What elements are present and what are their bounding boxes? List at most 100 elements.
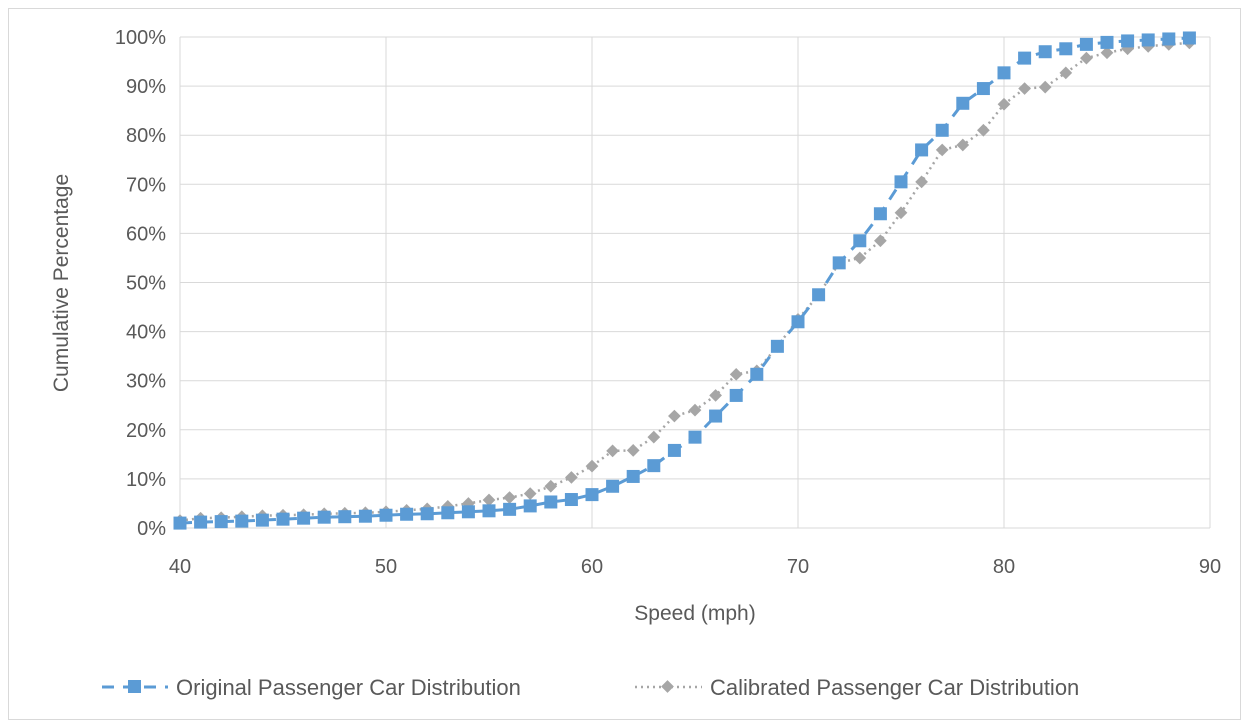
data-point <box>1038 80 1052 94</box>
y-axis-title: Cumulative Percentage <box>50 174 73 392</box>
y-tick-label: 80% <box>126 125 166 147</box>
data-point <box>1141 33 1155 47</box>
x-tick-label: 80 <box>993 556 1015 578</box>
data-point <box>874 234 887 248</box>
series-line <box>179 36 1190 525</box>
chart-frame <box>8 8 1241 720</box>
data-point <box>976 82 990 96</box>
data-point <box>379 508 393 522</box>
data-point <box>1182 31 1196 45</box>
data-point <box>935 123 949 137</box>
legend-item-calibrated: Calibrated Passenger Car Distribution <box>635 675 1079 700</box>
data-point <box>956 96 970 110</box>
data-point <box>503 491 516 504</box>
data-point <box>317 510 331 524</box>
y-tick-label: 60% <box>126 223 166 245</box>
data-point <box>1079 37 1093 51</box>
data-point <box>297 511 311 525</box>
y-tick-label: 30% <box>126 371 166 393</box>
data-point <box>400 507 414 521</box>
data-point <box>194 515 208 529</box>
data-point <box>255 513 269 527</box>
data-point <box>461 505 475 519</box>
data-point <box>688 430 702 444</box>
data-point <box>214 515 228 529</box>
x-axis-title: Speed (mph) <box>634 602 755 625</box>
y-tick-labels: 0% 10% 20% 30% 40% 50% 60% 70% 80% 90% 100% <box>115 27 166 540</box>
data-point <box>523 487 537 500</box>
y-tick-label: 90% <box>126 76 166 98</box>
data-point <box>915 175 928 189</box>
data-point <box>1162 32 1176 46</box>
x-tick-label: 60 <box>581 556 603 578</box>
data-point <box>1018 51 1032 65</box>
data-point <box>709 389 722 402</box>
data-point <box>420 507 434 521</box>
data-point <box>544 479 558 493</box>
x-tick-label: 40 <box>169 556 191 578</box>
grid <box>179 36 1211 529</box>
data-point <box>647 430 661 444</box>
data-point <box>235 514 249 528</box>
data-point <box>626 444 640 457</box>
data-point <box>667 443 681 457</box>
data-point <box>173 516 187 530</box>
data-point <box>709 409 723 423</box>
legend-label-original: Original Passenger Car Distribution <box>176 675 521 700</box>
data-point <box>1121 34 1135 48</box>
data-point <box>1059 42 1073 56</box>
legend-swatch-calibrated-marker <box>661 680 674 693</box>
data-point <box>523 499 537 513</box>
data-point <box>503 502 517 516</box>
data-point <box>1100 35 1114 49</box>
data-point <box>482 504 496 518</box>
data-point <box>873 207 887 221</box>
data-point <box>338 510 352 524</box>
legend-swatch-original-marker <box>128 680 141 693</box>
data-point <box>585 488 599 502</box>
data-point <box>276 512 290 526</box>
x-tick-labels: 40 50 60 70 80 90 <box>169 556 1221 578</box>
data-point <box>482 493 496 507</box>
data-point <box>564 493 578 507</box>
y-tick-label: 20% <box>126 420 166 442</box>
x-tick-label: 70 <box>787 556 809 578</box>
y-tick-label: 0% <box>137 518 166 540</box>
data-point <box>935 143 949 157</box>
y-tick-label: 100% <box>115 27 166 49</box>
data-point <box>1038 45 1052 59</box>
legend-item-original: Original Passenger Car Distribution <box>102 675 521 700</box>
data-point <box>441 506 455 520</box>
data-point <box>606 479 620 493</box>
data-point <box>894 175 908 189</box>
data-point <box>997 66 1011 80</box>
data-point <box>770 339 784 353</box>
data-point <box>915 143 929 157</box>
data-point <box>626 469 640 483</box>
x-tick-label: 50 <box>375 556 397 578</box>
data-point <box>585 459 599 473</box>
data-point <box>1018 82 1031 95</box>
data-point <box>853 234 867 248</box>
data-point <box>956 138 970 152</box>
x-tick-label: 90 <box>1199 556 1221 578</box>
data-point <box>750 367 764 381</box>
y-tick-label: 50% <box>126 273 166 295</box>
legend: Original Passenger Car Distribution Cali… <box>102 675 1079 700</box>
data-point <box>358 509 372 523</box>
data-point <box>544 495 558 509</box>
data-point <box>647 459 661 473</box>
y-tick-label: 70% <box>126 174 166 196</box>
legend-label-calibrated: Calibrated Passenger Car Distribution <box>710 675 1079 700</box>
data-point <box>812 288 826 302</box>
data-point <box>832 256 846 270</box>
series-original <box>173 31 1196 530</box>
data-point <box>668 409 681 423</box>
series-layer <box>173 31 1196 530</box>
series-line <box>179 41 1190 522</box>
series-calibrated <box>173 36 1196 527</box>
y-tick-label: 40% <box>126 322 166 344</box>
y-tick-label: 10% <box>126 469 166 491</box>
data-point <box>791 315 805 329</box>
